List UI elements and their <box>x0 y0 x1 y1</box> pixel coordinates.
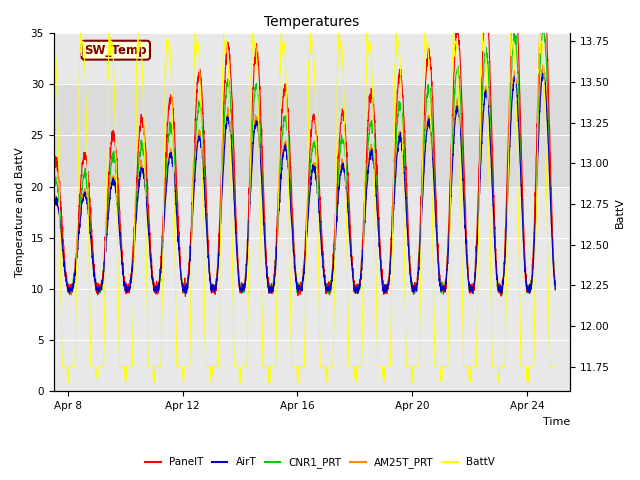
X-axis label: Time: Time <box>543 417 570 427</box>
Y-axis label: Temperature and BattV: Temperature and BattV <box>15 147 25 277</box>
Text: SW_Temp: SW_Temp <box>84 44 147 57</box>
Y-axis label: BattV: BattV <box>615 197 625 228</box>
Title: Temperatures: Temperatures <box>264 15 359 29</box>
Bar <box>54 84 570 187</box>
Legend: PanelT, AirT, CNR1_PRT, AM25T_PRT, BattV: PanelT, AirT, CNR1_PRT, AM25T_PRT, BattV <box>141 453 499 472</box>
